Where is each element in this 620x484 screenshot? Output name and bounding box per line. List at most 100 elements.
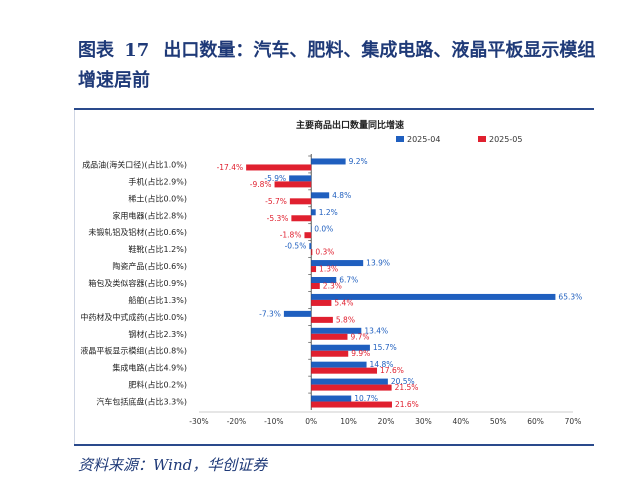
bar — [311, 260, 364, 267]
figure-label: 图表 — [78, 40, 114, 61]
data-label: 1.2% — [319, 208, 338, 217]
data-label: 20.5% — [391, 377, 415, 386]
bar — [311, 209, 316, 216]
legend-swatch — [478, 136, 486, 142]
data-label: 9.7% — [350, 332, 369, 341]
category-label: 钢材(占比2.3%) — [128, 329, 187, 339]
x-tick-label: -30% — [189, 417, 208, 426]
bar — [311, 283, 320, 289]
x-tick-label: 20% — [378, 417, 395, 426]
bar — [311, 361, 367, 368]
bottom-rule — [74, 444, 594, 446]
bar — [289, 198, 312, 205]
data-label: 15.7% — [373, 343, 397, 352]
category-label: 成品油(海关口径)(占比1.0%) — [82, 159, 187, 169]
data-label: 5.8% — [336, 315, 355, 324]
data-label: 0.0% — [314, 225, 333, 234]
figure-title-text: 出口数量：汽车、肥料、集成电路、液晶平板显示模组增速居前 — [78, 40, 596, 91]
category-label: 陶瓷产品(占比0.6%) — [112, 261, 187, 271]
data-label: 5.4% — [334, 298, 353, 307]
category-label: 未锻轧铝及铝材(占比0.6%) — [88, 227, 187, 237]
category-label: 肥料(占比0.2%) — [128, 380, 187, 390]
bar — [309, 243, 312, 250]
x-tick-label: 0% — [305, 417, 317, 426]
legend-label: 2025-05 — [489, 135, 522, 144]
source-note: 资料来源：Wind，华创证券 — [78, 456, 268, 474]
legend-swatch — [396, 136, 404, 142]
category-label: 中药材及中式成药(占比0.0%) — [80, 312, 187, 322]
category-label: 液晶平板显示模组(占比0.8%) — [80, 346, 187, 356]
bar — [291, 215, 312, 222]
data-label: 21.6% — [395, 400, 419, 409]
x-tick-label: 30% — [415, 417, 432, 426]
x-tick-label: 70% — [565, 417, 582, 426]
x-tick-label: 10% — [340, 417, 357, 426]
bar — [274, 181, 312, 188]
bar — [311, 192, 330, 199]
bar — [311, 395, 352, 402]
bar — [311, 249, 313, 256]
bar — [289, 175, 312, 182]
data-label: 6.7% — [339, 276, 358, 285]
bar — [311, 277, 337, 283]
x-tick-label: 50% — [490, 417, 507, 426]
data-label: -5.3% — [267, 214, 289, 223]
data-label: 13.9% — [366, 259, 390, 268]
data-label: -5.7% — [265, 197, 287, 206]
bar — [304, 232, 312, 239]
bar — [311, 367, 378, 374]
bar — [311, 266, 317, 273]
category-label: 鞋靴(占比1.2%) — [128, 244, 187, 254]
bar — [311, 299, 332, 306]
data-label: 9.2% — [349, 157, 368, 166]
top-rule — [74, 108, 594, 110]
chart-title: 主要商品出口数量同比增速 — [296, 119, 404, 131]
data-label: 9.9% — [351, 349, 370, 358]
legend-label: 2025-04 — [407, 135, 440, 144]
data-label: -9.8% — [250, 180, 272, 189]
bar — [311, 384, 392, 391]
bar — [311, 344, 370, 351]
category-label: 集成电路(占比4.9%) — [112, 363, 187, 373]
x-tick-label: 60% — [527, 417, 544, 426]
bar — [311, 293, 556, 300]
data-label: 4.8% — [332, 191, 351, 200]
bar — [311, 158, 346, 165]
left-rule — [74, 110, 75, 444]
category-label: 船舶(占比1.3%) — [128, 295, 187, 305]
bar — [311, 226, 312, 233]
category-label: 箱包及类似容器(占比0.9%) — [88, 278, 187, 288]
category-label: 稀土(占比0.0%) — [128, 193, 187, 203]
bar — [311, 401, 392, 408]
bar — [311, 378, 388, 385]
data-label: -0.5% — [285, 242, 307, 251]
data-label: 0.3% — [315, 248, 334, 257]
data-label: -1.8% — [280, 231, 302, 240]
data-label: 13.4% — [364, 326, 388, 335]
category-label: 汽车包括底盘(占比3.3%) — [96, 397, 187, 407]
data-label: 10.7% — [354, 394, 378, 403]
figure-title: 图表 17 出口数量：汽车、肥料、集成电路、液晶平板显示模组增速居前 — [78, 36, 598, 96]
bar — [311, 327, 362, 334]
x-tick-label: -20% — [227, 417, 246, 426]
x-tick-label: 40% — [452, 417, 469, 426]
category-label: 手机(占比2.9%) — [128, 176, 187, 186]
bar — [311, 350, 349, 357]
bar — [311, 333, 348, 340]
bar — [311, 316, 333, 323]
bar — [283, 310, 312, 317]
x-tick-label: -10% — [264, 417, 283, 426]
category-label: 家用电器(占比2.8%) — [112, 210, 187, 220]
data-label: -17.4% — [217, 163, 244, 172]
data-label: 17.6% — [380, 366, 404, 375]
figure-number: 17 — [124, 40, 150, 61]
data-label: -7.3% — [259, 309, 281, 318]
data-label: -5.9% — [264, 174, 286, 183]
data-label: 21.5% — [395, 383, 419, 392]
data-label: 2.3% — [323, 282, 342, 291]
bar — [246, 164, 312, 171]
data-label: 14.8% — [370, 360, 394, 369]
data-label: 1.3% — [319, 265, 338, 274]
data-label: 65.3% — [558, 292, 582, 301]
